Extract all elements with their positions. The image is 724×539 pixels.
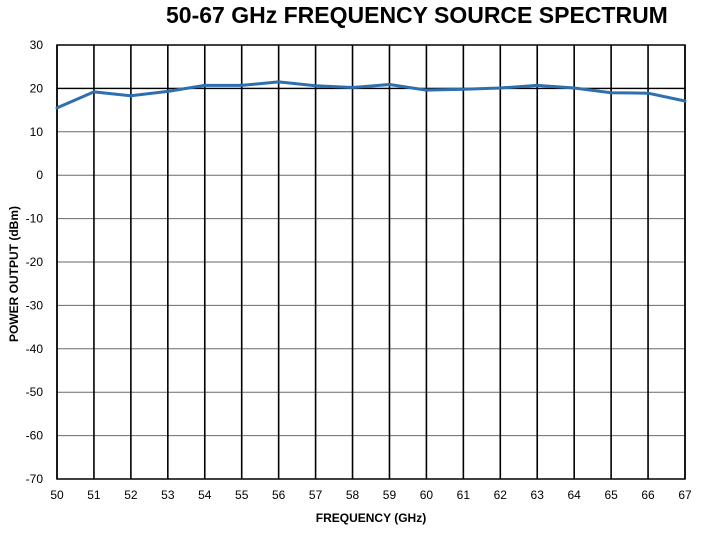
y-tick-label: 10 xyxy=(30,125,44,139)
data-point xyxy=(92,90,96,94)
x-axis-label: FREQUENCY (GHz) xyxy=(316,511,426,525)
x-tick-label: 58 xyxy=(346,488,360,502)
y-tick-labels: 30 20 10 0 -10 -20 -30 -40 -50 -60 -70 xyxy=(26,38,44,486)
x-tick-label: 50 xyxy=(50,488,64,502)
data-point xyxy=(388,83,391,86)
data-point xyxy=(646,91,650,95)
data-point xyxy=(572,86,576,90)
x-tick-label: 66 xyxy=(641,488,655,502)
y-tick-label: -20 xyxy=(26,255,44,269)
x-tick-label: 53 xyxy=(161,488,175,502)
x-tick-label: 60 xyxy=(420,488,434,502)
x-tick-label: 65 xyxy=(604,488,618,502)
y-tick-label: -60 xyxy=(26,429,44,443)
y-tick-label: -40 xyxy=(26,342,44,356)
x-tick-label: 62 xyxy=(494,488,508,502)
plot-border xyxy=(56,44,686,480)
x-tick-label: 51 xyxy=(87,488,101,502)
data-point xyxy=(499,86,502,90)
data-point xyxy=(314,84,317,87)
data-point xyxy=(203,84,206,87)
y-tick-label: -30 xyxy=(26,298,44,312)
data-point xyxy=(277,80,280,84)
data-point xyxy=(536,84,539,87)
y-tick-label: -50 xyxy=(26,385,44,399)
x-tick-label: 52 xyxy=(124,488,138,502)
series-line xyxy=(55,80,687,110)
x-tick-label: 55 xyxy=(235,488,249,502)
y-axis-label: POWER OUTPUT (dBm) xyxy=(7,206,21,342)
x-tick-label: 54 xyxy=(198,488,212,502)
x-tick-label: 59 xyxy=(383,488,397,502)
x-tick-label: 64 xyxy=(567,488,581,502)
y-tick-label: 30 xyxy=(30,38,44,52)
chart-title: 50-67 GHz FREQUENCY SOURCE SPECTRUM xyxy=(166,2,668,28)
y-tick-label: 0 xyxy=(36,168,43,182)
y-tick-label: -70 xyxy=(26,472,44,486)
y-tick-label: 20 xyxy=(30,81,44,95)
data-point xyxy=(129,94,133,97)
x-tick-labels: 50 51 52 53 54 55 56 57 58 59 60 61 62 63 64 65 66 67 xyxy=(50,488,692,502)
x-tick-label: 57 xyxy=(309,488,323,502)
data-point xyxy=(166,90,170,93)
x-tick-label: 61 xyxy=(457,488,471,502)
data-point xyxy=(462,88,465,91)
grid-lines xyxy=(56,44,686,480)
data-point xyxy=(425,88,428,92)
x-tick-label: 67 xyxy=(678,488,692,502)
data-point xyxy=(609,91,613,94)
series-layer xyxy=(55,80,687,110)
x-tick-label: 56 xyxy=(272,488,286,502)
data-point xyxy=(683,99,687,103)
data-point xyxy=(55,106,59,110)
x-tick-label: 63 xyxy=(531,488,545,502)
y-tick-label: -10 xyxy=(26,212,44,226)
data-point xyxy=(351,86,354,89)
data-point xyxy=(240,84,243,87)
